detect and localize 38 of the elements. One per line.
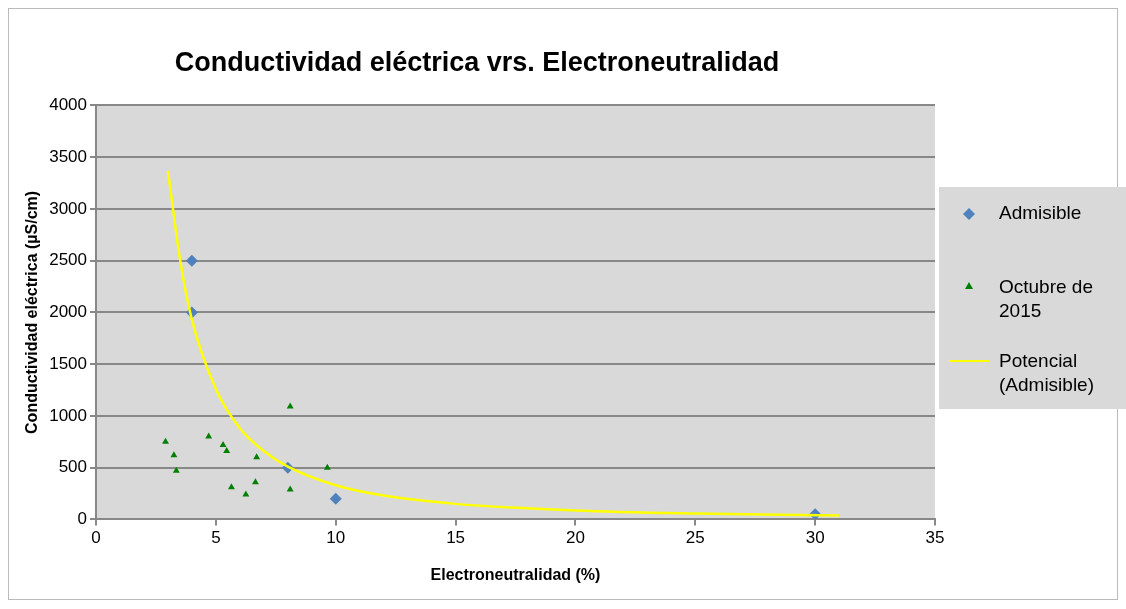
y-tick-label: 1000 <box>49 405 88 425</box>
x-tick-label: 30 <box>805 528 825 548</box>
point <box>162 437 169 444</box>
legend-label: Admisible <box>999 201 1083 225</box>
x-tick-label: 15 <box>446 528 466 548</box>
point <box>286 402 294 409</box>
x-tick-label: 5 <box>211 528 221 548</box>
legend-label: Octubre de 2015 <box>999 275 1094 323</box>
y-tick-label: 3500 <box>49 146 88 166</box>
legend-label: Potencial (Admisible) <box>999 349 1096 397</box>
y-tick-label: 0 <box>77 509 88 529</box>
point <box>251 478 259 485</box>
point <box>172 466 180 473</box>
point <box>227 483 235 490</box>
y-tick-label: 2500 <box>49 250 88 270</box>
point <box>219 440 227 447</box>
chart-title: Conductividad eléctrica vrs. Electroneutralidad <box>174 46 780 77</box>
x-tick-label: 20 <box>565 528 585 548</box>
point <box>170 451 178 458</box>
y-tick-label: 4000 <box>49 95 88 115</box>
point <box>185 254 198 267</box>
y-tick-label: 500 <box>58 457 88 477</box>
point <box>223 447 231 454</box>
x-tick-label: 0 <box>91 528 101 548</box>
point <box>253 453 261 460</box>
point <box>242 490 250 497</box>
point <box>323 463 331 470</box>
y-axis-title: Conductividad eléctrica (µS/cm) <box>23 190 41 434</box>
x-tick-label: 35 <box>925 528 945 548</box>
y-tick-label: 2000 <box>49 302 88 322</box>
y-tick-label: 1500 <box>49 353 88 373</box>
point <box>205 432 213 439</box>
y-tick-label: 3000 <box>49 198 88 218</box>
x-tick-label: 25 <box>685 528 705 548</box>
point <box>329 492 342 505</box>
x-tick-label: 10 <box>326 528 346 548</box>
line-series <box>166 169 841 517</box>
x-axis-title: Electroneutralidad (%) <box>430 565 601 583</box>
